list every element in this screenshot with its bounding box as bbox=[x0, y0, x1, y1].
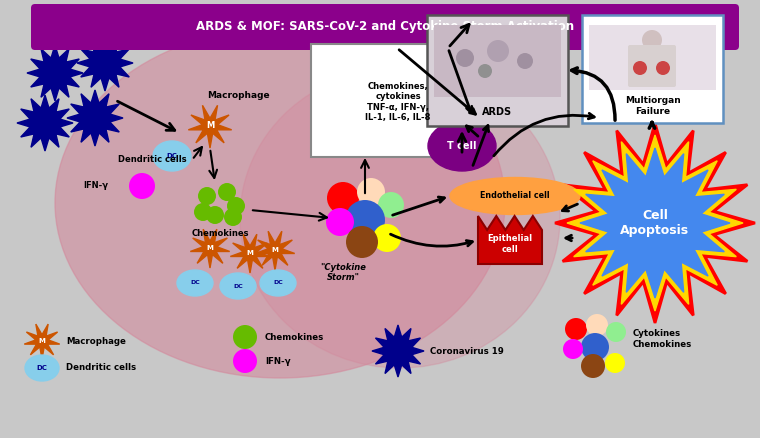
Circle shape bbox=[378, 192, 404, 218]
Text: ARDS: ARDS bbox=[483, 107, 512, 117]
Ellipse shape bbox=[220, 273, 256, 299]
Polygon shape bbox=[255, 231, 295, 270]
Circle shape bbox=[224, 208, 242, 226]
Circle shape bbox=[194, 203, 212, 221]
Circle shape bbox=[345, 200, 385, 240]
Text: Dendritic cells: Dendritic cells bbox=[66, 364, 136, 372]
Text: DC: DC bbox=[166, 153, 177, 159]
Text: Chemokines: Chemokines bbox=[192, 229, 249, 237]
Polygon shape bbox=[372, 325, 424, 377]
FancyBboxPatch shape bbox=[589, 25, 716, 90]
Text: DC: DC bbox=[190, 280, 200, 286]
Ellipse shape bbox=[55, 28, 505, 378]
Circle shape bbox=[90, 48, 120, 78]
Circle shape bbox=[586, 314, 608, 336]
Ellipse shape bbox=[153, 141, 191, 171]
Text: M: M bbox=[39, 338, 46, 344]
Circle shape bbox=[206, 206, 224, 224]
Circle shape bbox=[581, 333, 609, 361]
Text: DC: DC bbox=[36, 365, 47, 371]
Text: M: M bbox=[271, 247, 278, 253]
Text: Coronavirus 19: Coronavirus 19 bbox=[430, 346, 504, 356]
Text: Macrophage: Macrophage bbox=[66, 336, 126, 346]
Ellipse shape bbox=[450, 177, 580, 215]
Text: IFN-γ: IFN-γ bbox=[83, 181, 108, 191]
Text: DC: DC bbox=[233, 283, 243, 289]
Text: Cell
Apoptosis: Cell Apoptosis bbox=[620, 209, 689, 237]
Text: Chemokines,
cytokines
TNF-α, IFN-γ,
IL-1, IL-6, IL-8: Chemokines, cytokines TNF-α, IFN-γ, IL-1… bbox=[366, 82, 431, 122]
Text: IFN-γ: IFN-γ bbox=[265, 357, 290, 365]
Text: Dendritic cells: Dendritic cells bbox=[118, 155, 187, 165]
Circle shape bbox=[346, 226, 378, 258]
Circle shape bbox=[487, 40, 509, 62]
FancyBboxPatch shape bbox=[311, 44, 484, 157]
Text: Endothelial cell: Endothelial cell bbox=[480, 191, 549, 201]
Circle shape bbox=[233, 349, 257, 373]
Circle shape bbox=[606, 322, 626, 342]
Circle shape bbox=[384, 337, 412, 365]
Text: Cytokines
Chemokines: Cytokines Chemokines bbox=[633, 329, 692, 349]
Polygon shape bbox=[67, 90, 123, 146]
Ellipse shape bbox=[25, 355, 59, 381]
Polygon shape bbox=[24, 324, 60, 359]
Text: ARDS & MOF: SARS-CoV-2 and Cytokine Storm Activation: ARDS & MOF: SARS-CoV-2 and Cytokine Stor… bbox=[196, 21, 574, 33]
Polygon shape bbox=[188, 105, 232, 148]
FancyBboxPatch shape bbox=[582, 15, 723, 123]
Circle shape bbox=[326, 208, 354, 236]
Polygon shape bbox=[555, 123, 755, 323]
Ellipse shape bbox=[428, 121, 496, 171]
Circle shape bbox=[656, 61, 670, 75]
Ellipse shape bbox=[177, 270, 213, 296]
FancyBboxPatch shape bbox=[434, 25, 561, 97]
Circle shape bbox=[233, 325, 257, 349]
FancyBboxPatch shape bbox=[628, 45, 676, 87]
Circle shape bbox=[357, 178, 385, 206]
FancyBboxPatch shape bbox=[427, 15, 568, 126]
Circle shape bbox=[456, 49, 474, 67]
Circle shape bbox=[478, 64, 492, 78]
Text: M: M bbox=[206, 121, 214, 131]
Polygon shape bbox=[580, 148, 730, 298]
Circle shape bbox=[373, 224, 401, 252]
Circle shape bbox=[633, 61, 647, 75]
Circle shape bbox=[227, 197, 245, 215]
Circle shape bbox=[40, 58, 71, 88]
Circle shape bbox=[30, 108, 60, 138]
Text: M: M bbox=[207, 245, 214, 251]
Circle shape bbox=[80, 102, 110, 134]
Circle shape bbox=[218, 183, 236, 201]
Text: M: M bbox=[246, 250, 253, 256]
Circle shape bbox=[581, 354, 605, 378]
Circle shape bbox=[642, 30, 662, 50]
Text: Multiorgan
Failure: Multiorgan Failure bbox=[625, 96, 680, 116]
Circle shape bbox=[198, 187, 216, 205]
Polygon shape bbox=[478, 216, 542, 264]
Polygon shape bbox=[17, 95, 73, 151]
Circle shape bbox=[563, 339, 583, 359]
Ellipse shape bbox=[240, 68, 560, 368]
Text: T cell: T cell bbox=[447, 141, 477, 151]
FancyBboxPatch shape bbox=[31, 4, 739, 50]
Text: DC: DC bbox=[273, 280, 283, 286]
Polygon shape bbox=[230, 234, 270, 273]
Circle shape bbox=[517, 53, 533, 69]
Polygon shape bbox=[27, 45, 83, 101]
Ellipse shape bbox=[260, 270, 296, 296]
Polygon shape bbox=[77, 35, 133, 91]
Text: Macrophage: Macrophage bbox=[207, 91, 269, 100]
Polygon shape bbox=[567, 135, 743, 311]
Text: "Cytokine
Storm": "Cytokine Storm" bbox=[320, 263, 366, 283]
Circle shape bbox=[565, 318, 587, 340]
Circle shape bbox=[327, 182, 359, 214]
Circle shape bbox=[605, 353, 625, 373]
Text: Epithelial
cell: Epithelial cell bbox=[487, 234, 533, 254]
Text: Chemokines: Chemokines bbox=[265, 332, 325, 342]
Circle shape bbox=[129, 173, 155, 199]
Polygon shape bbox=[190, 229, 230, 268]
